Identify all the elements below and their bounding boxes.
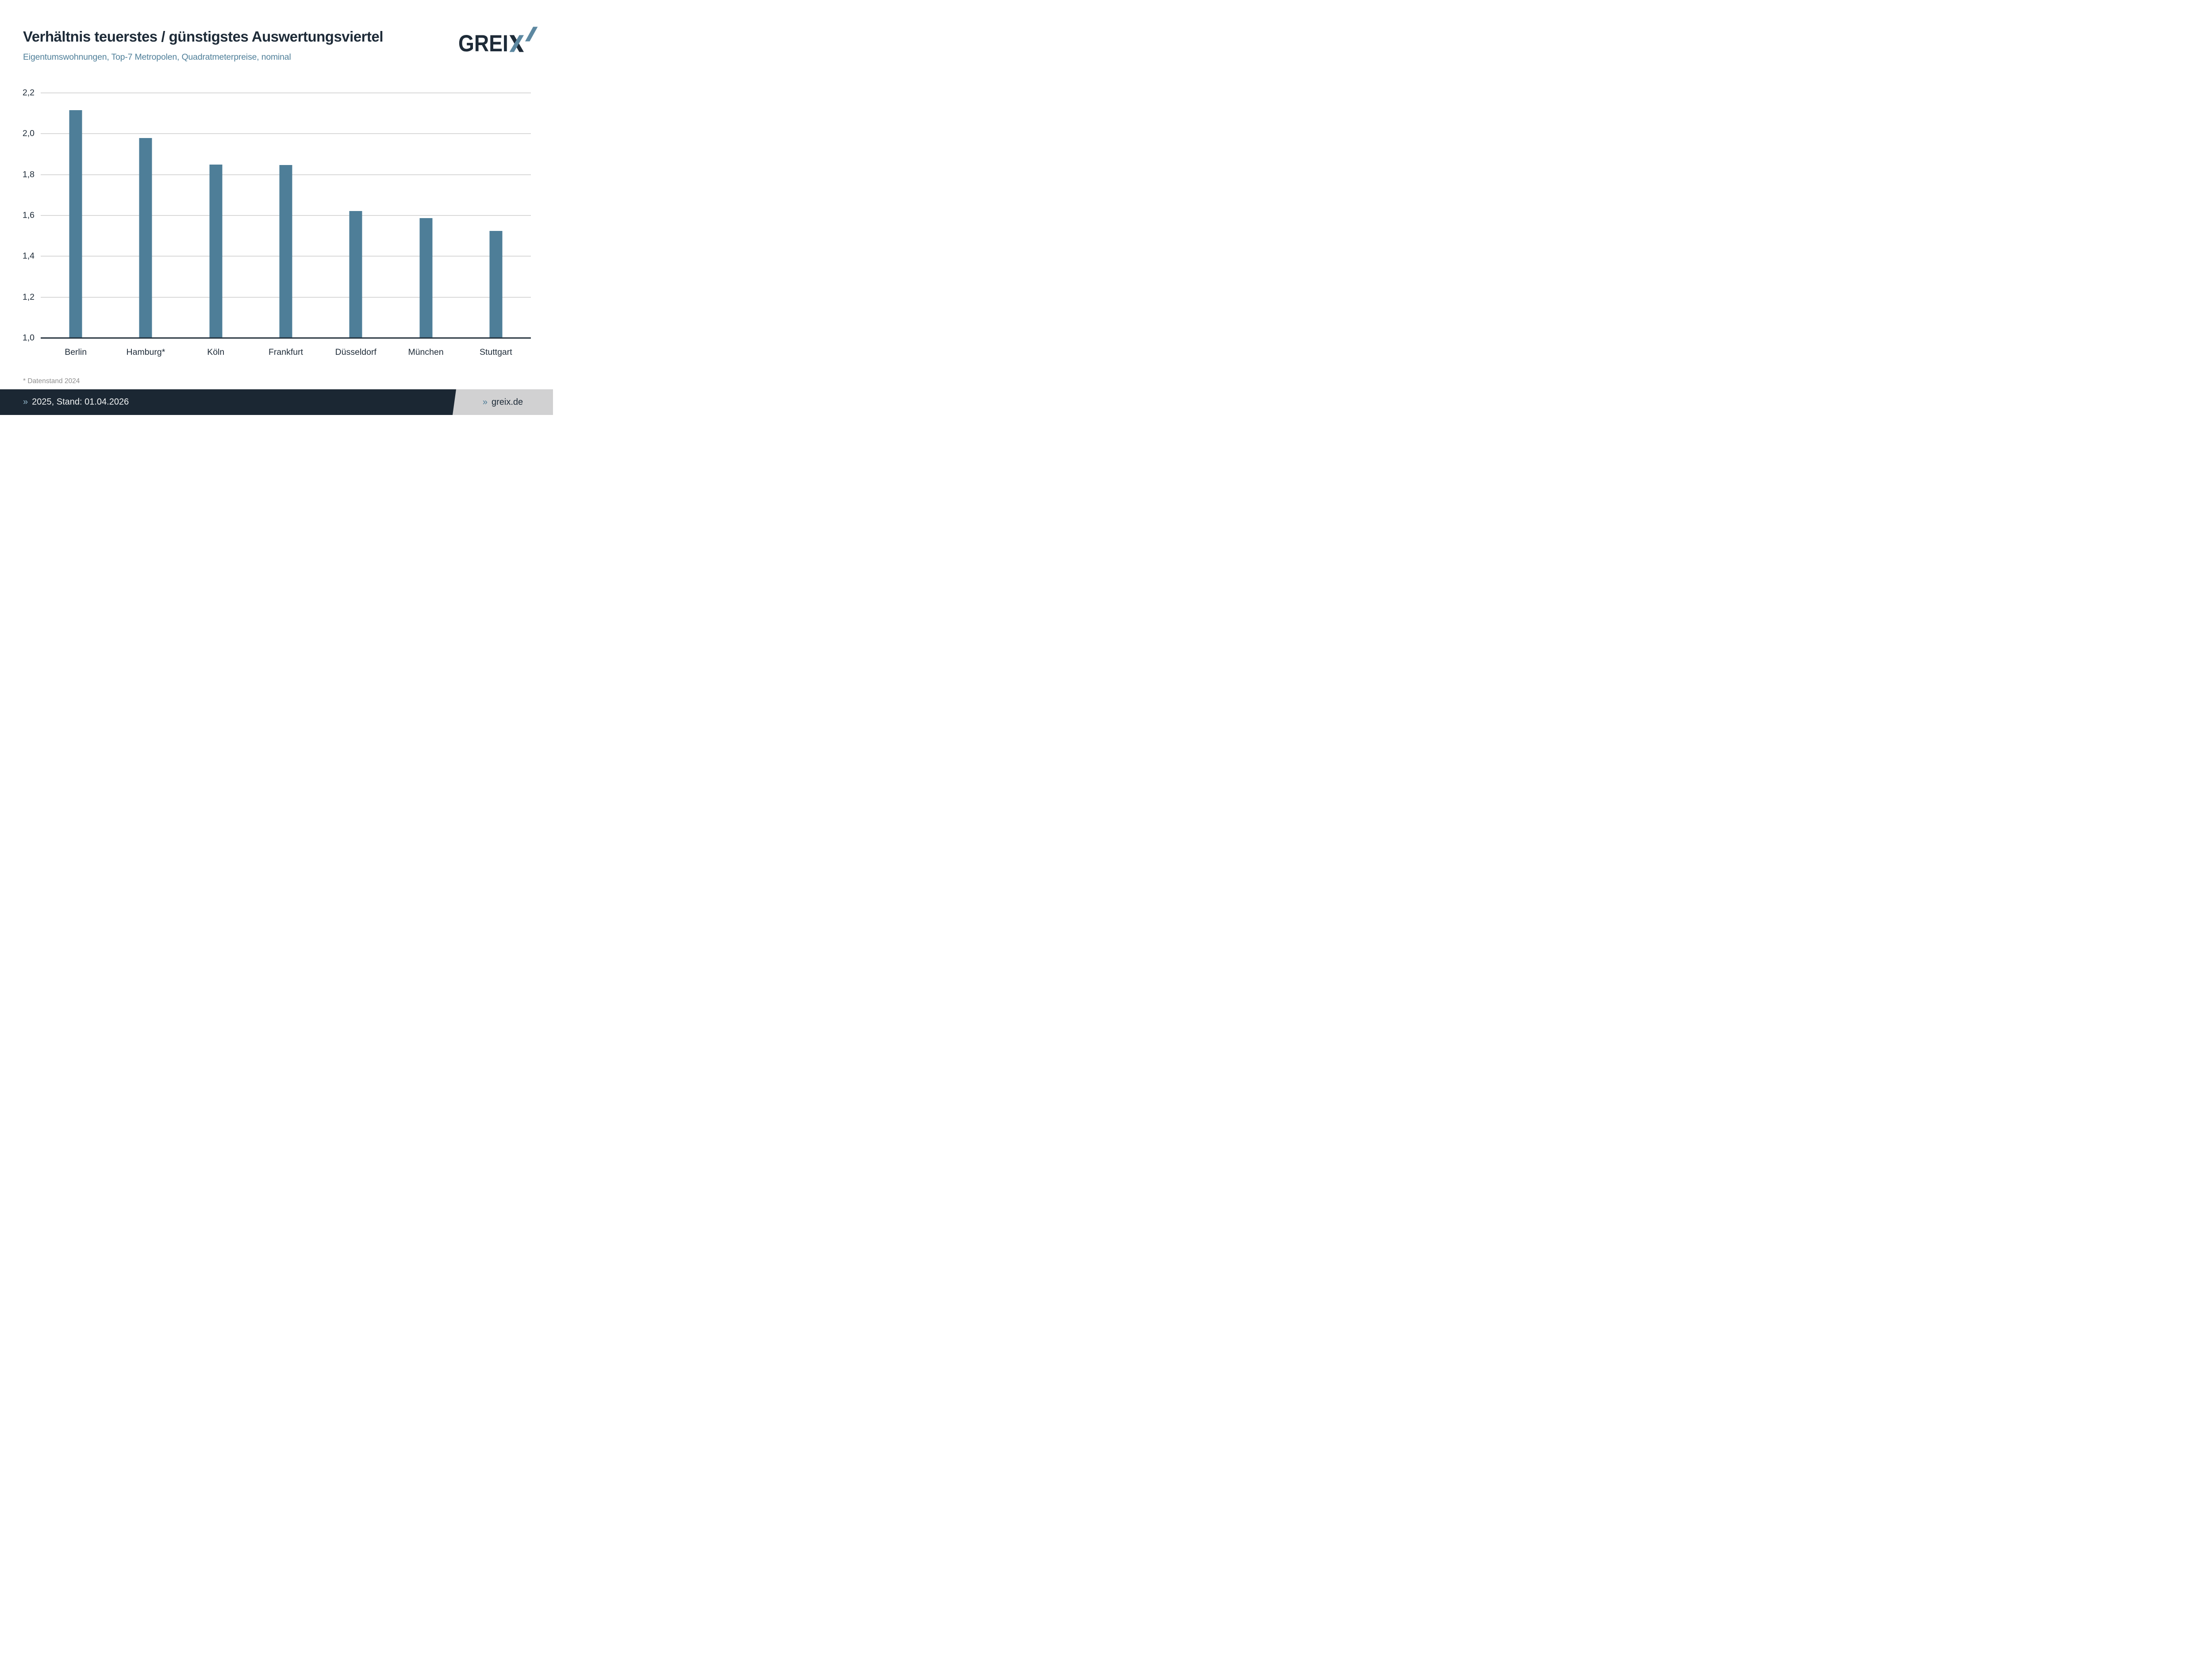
x-axis-tick-label: Stuttgart: [479, 347, 512, 357]
double-chevron-icon: »: [482, 397, 488, 407]
greix-logo: GREI: [458, 27, 538, 53]
bar-München: [419, 218, 433, 338]
x-axis-tick-label: Hamburg*: [126, 347, 165, 357]
bar-Köln: [209, 165, 223, 338]
footer-site-text: greix.de: [491, 397, 523, 407]
y-axis-tick-label: 1,0: [22, 333, 35, 343]
gridline: [41, 92, 531, 93]
footer-bar: » 2025, Stand: 01.04.2026 » greix.de: [0, 389, 553, 415]
double-chevron-icon: »: [23, 397, 28, 407]
footer-date: » 2025, Stand: 01.04.2026: [23, 397, 129, 407]
footer-date-text: 2025, Stand: 01.04.2026: [32, 397, 129, 407]
bar-Stuttgart: [489, 230, 503, 338]
page: Verhältnis teuerstes / günstigstes Auswe…: [0, 0, 553, 415]
gridline: [41, 133, 531, 134]
bar-Frankfurt: [279, 165, 292, 338]
bar-Düsseldorf: [349, 211, 362, 338]
y-axis-tick-label: 1,4: [22, 251, 35, 261]
chart-subtitle: Eigentumswohnungen, Top-7 Metropolen, Qu…: [23, 52, 291, 62]
plot-area: 2,2 2,0 1,8 1,6 1,4 1,2 1,0 Berlin Hamburg* Köln F…: [23, 88, 531, 357]
logo-letters: GREI: [458, 31, 508, 53]
logo-accent-slash: [525, 27, 538, 42]
y-axis-tick-label: 1,2: [22, 292, 35, 302]
footnote: * Datenstand 2024: [23, 377, 80, 385]
x-axis-line: [41, 337, 531, 339]
logo-x-slash: [509, 35, 524, 52]
y-axis-tick-label: 1,8: [22, 169, 35, 180]
x-axis-tick-label: Köln: [207, 347, 225, 357]
x-axis-tick-label: Frankfurt: [268, 347, 303, 357]
y-axis-tick-label: 2,0: [22, 128, 35, 138]
y-axis-tick-label: 1,6: [22, 210, 35, 220]
bar-Hamburg*: [139, 138, 152, 338]
y-axis-tick-label: 2,2: [22, 88, 35, 98]
x-axis-tick-label: München: [408, 347, 444, 357]
x-axis-tick-label: Berlin: [65, 347, 87, 357]
chart-title: Verhältnis teuerstes / günstigstes Auswe…: [23, 28, 384, 45]
x-axis-tick-label: Düsseldorf: [335, 347, 376, 357]
footer-site-panel: » greix.de: [453, 389, 553, 415]
bar-Berlin: [69, 110, 82, 338]
